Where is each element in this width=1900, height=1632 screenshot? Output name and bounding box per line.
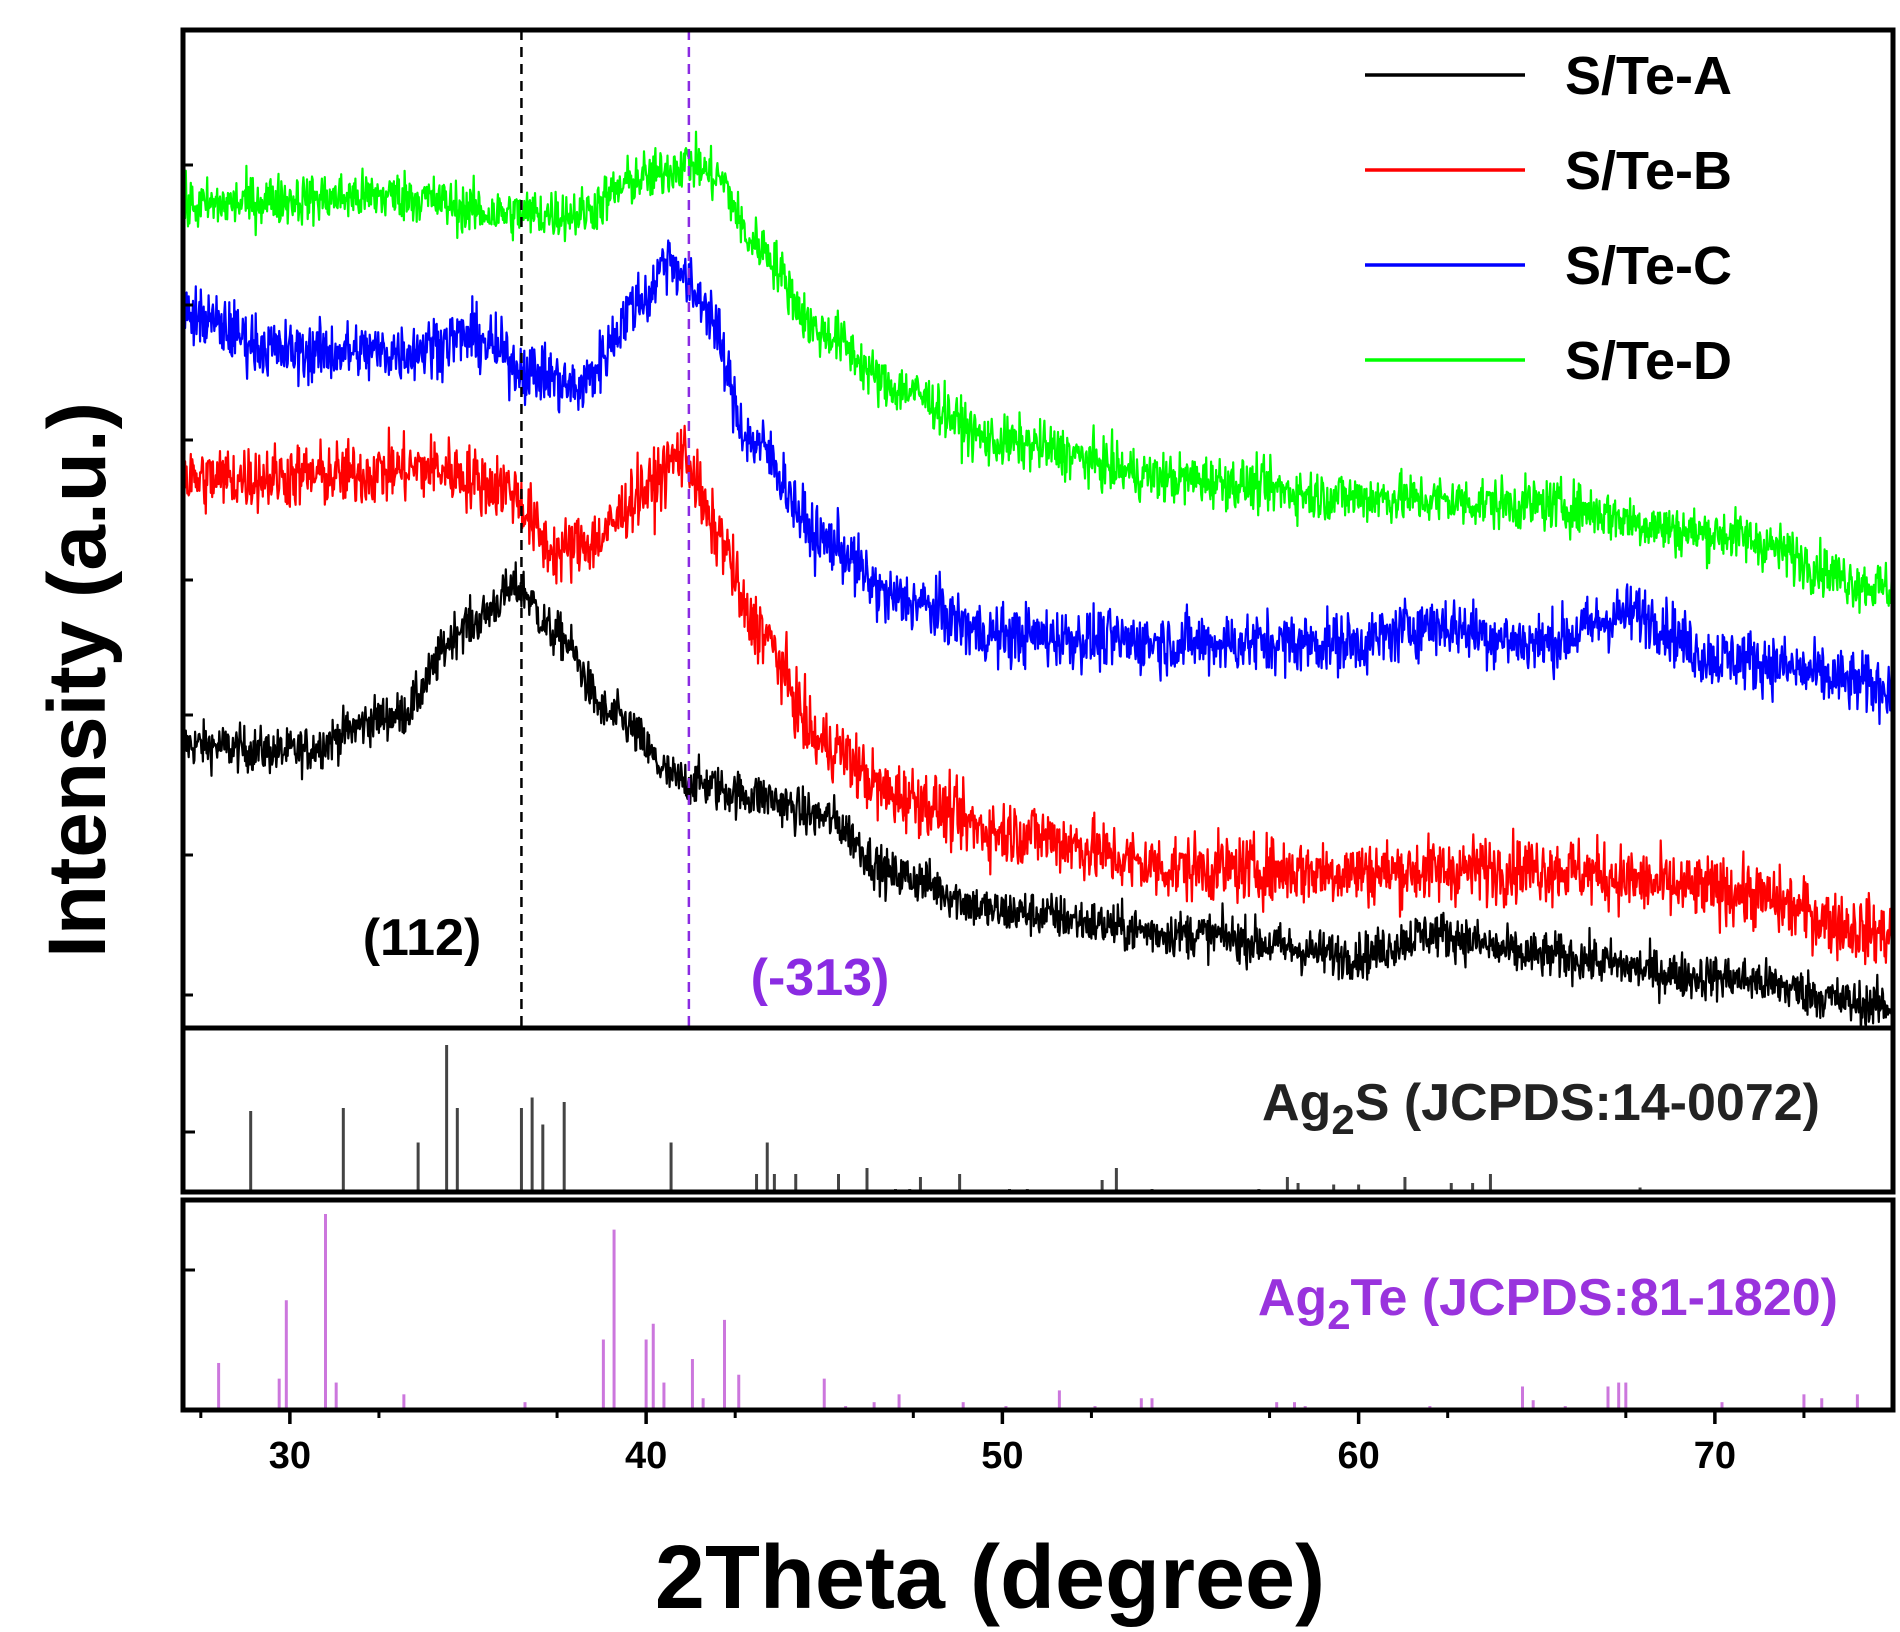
- series-line-S/Te-A: [183, 561, 1893, 1028]
- y-axis-title: Intensity (a.u.): [32, 402, 123, 958]
- x-tick-label-60: 60: [1337, 1435, 1379, 1477]
- legend-label-S/Te-C: S/Te-C: [1565, 236, 1732, 296]
- legend-label-S/Te-D: S/Te-D: [1565, 331, 1732, 391]
- ag2te-panel-frame: [180, 1197, 1896, 1413]
- series-group: [183, 130, 1893, 1028]
- x-axis-title: 2Theta (degree): [655, 1528, 1325, 1628]
- legend-label-S/Te-A: S/Te-A: [1565, 46, 1732, 106]
- x-tick-label-40: 40: [625, 1435, 667, 1477]
- x-tick-label-50: 50: [981, 1435, 1023, 1477]
- x-tick-label-70: 70: [1694, 1435, 1736, 1477]
- series-line-S/Te-C: [183, 239, 1893, 726]
- ag2s-panel-frame: [180, 1025, 1896, 1195]
- legend-label-S/Te-B: S/Te-B: [1565, 141, 1732, 201]
- annotation-label-112: (112): [363, 909, 482, 967]
- series-line-S/Te-D: [183, 130, 1893, 614]
- x-tick-label-30: 30: [269, 1435, 311, 1477]
- ref-label-Ag2Te: Ag2Te (JCPDS:81-1820): [1258, 1269, 1838, 1338]
- annotation-label-313: (-313): [751, 949, 890, 1007]
- series-line-S/Te-B: [183, 424, 1893, 966]
- ref-label-Ag2S: Ag2S (JCPDS:14-0072): [1262, 1074, 1820, 1143]
